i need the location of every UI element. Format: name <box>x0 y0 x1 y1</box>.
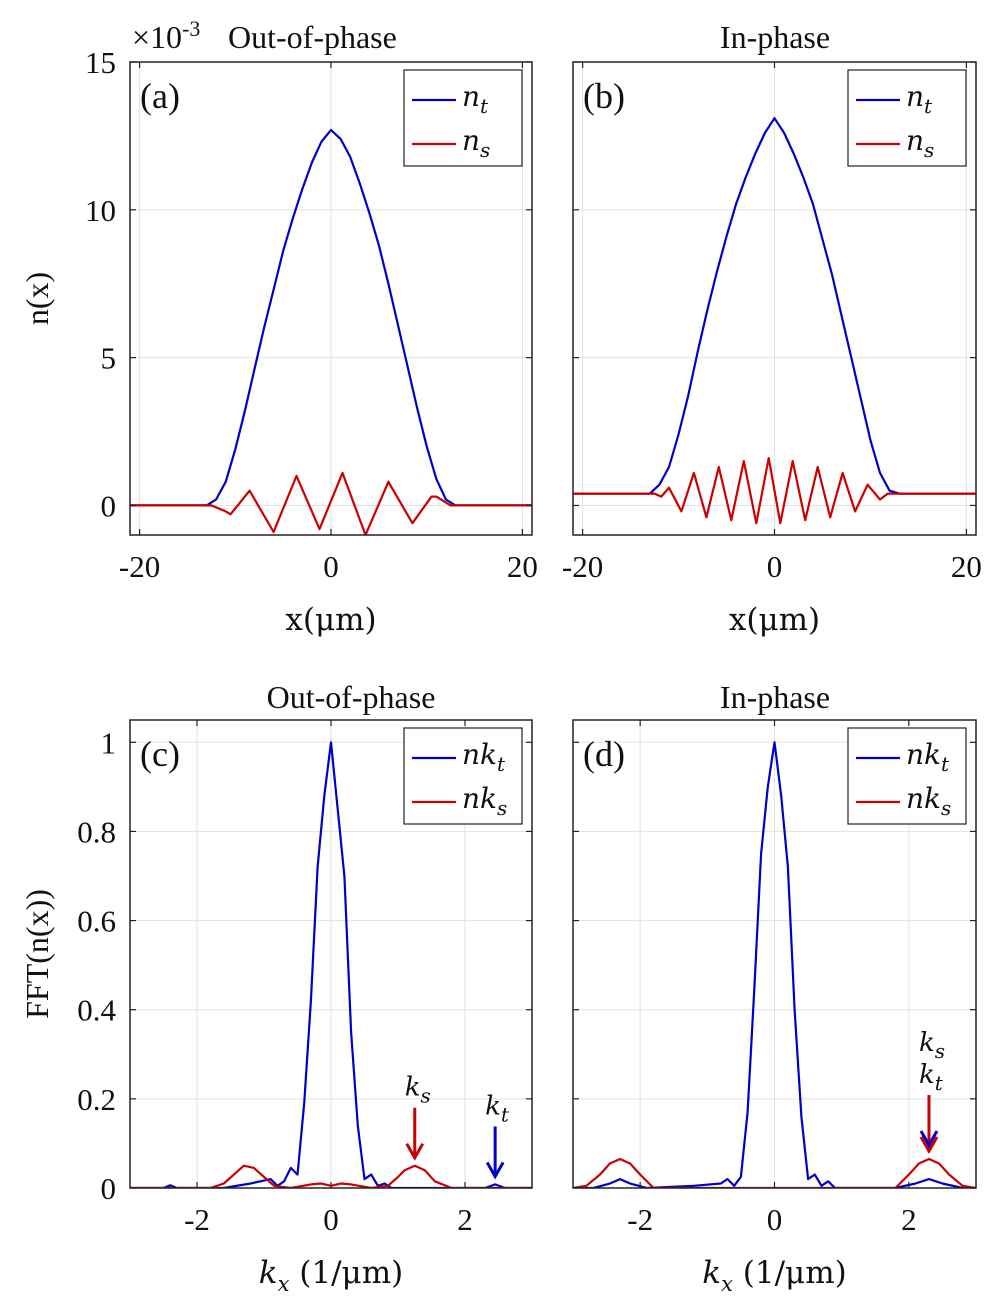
annotation-label-t: kt <box>919 1060 944 1095</box>
x-tick-label: 20 <box>507 549 538 584</box>
x-axis-label: kx (1/μm) <box>702 1255 846 1296</box>
series-line-nk-t <box>130 741 532 1188</box>
y-tick-label: 15 <box>85 45 116 80</box>
legend-label-nk-s: nks <box>906 782 951 820</box>
legend-box <box>847 69 967 167</box>
series-line-n-t <box>130 128 532 507</box>
y-tick-label: 0.2 <box>77 1082 116 1117</box>
annotation-arrowhead-t <box>919 1130 939 1149</box>
legend-label-n-s: ns <box>906 124 934 162</box>
series-line-nk-t <box>573 741 976 1188</box>
panel-label: (c) <box>140 734 180 774</box>
y-axis-label: FFT(n(x)) <box>19 889 55 1019</box>
panel-c: -2 0 2 0 0.2 0.4 0.6 0.8 1 Out-of-phase (c) kx (1/μ… <box>19 679 533 1296</box>
annotation-arrowhead-s <box>919 1136 939 1155</box>
y-tick-label: 10 <box>85 193 116 228</box>
series-line-nk-s <box>573 1157 976 1188</box>
panel-title: Out-of-phase <box>228 19 397 55</box>
annotation-label-t: kt <box>485 1091 510 1126</box>
annotation-arrowhead-t <box>485 1161 505 1180</box>
y-tick-label: 0.4 <box>77 993 116 1028</box>
panel-b: -20 0 20 In-phase (b) x(μm) nt ns <box>562 19 982 638</box>
x-tick-label: -20 <box>562 549 603 584</box>
legend: nt ns <box>403 69 523 167</box>
y-tick-label: 0 <box>101 1171 117 1206</box>
panel-label: (a) <box>140 76 180 116</box>
legend-box <box>403 69 523 167</box>
legend-label-nk-t: nkt <box>906 738 950 776</box>
legend-label-n-t: nt <box>462 80 489 118</box>
panel-label: (b) <box>583 76 625 116</box>
x-tick-label: 0 <box>767 1202 783 1237</box>
x-tick-label: -2 <box>184 1202 210 1237</box>
legend-label-nk-t: nkt <box>462 738 506 776</box>
y-tick-label: 5 <box>101 341 117 376</box>
series-group <box>130 128 532 535</box>
x-tick-label: -20 <box>119 549 160 584</box>
legend: nkt nks <box>403 727 523 825</box>
legend-box <box>847 727 967 825</box>
y-tick-label: 0.8 <box>77 814 116 849</box>
series-group <box>573 117 976 525</box>
series-line-n-s <box>130 471 532 535</box>
legend-label-nk-s: nks <box>462 782 507 820</box>
annotation-label-s: ks <box>919 1028 945 1063</box>
y-tick-label: 0.6 <box>77 904 116 939</box>
x-axis-label: kx (1/μm) <box>259 1255 403 1296</box>
annotation-arrowhead-s <box>405 1142 425 1161</box>
series-group <box>573 741 976 1188</box>
x-tick-label: 0 <box>323 1202 339 1237</box>
legend-box <box>403 727 523 825</box>
y-axis-label: n(x) <box>19 272 55 325</box>
legend: nkt nks <box>847 727 967 825</box>
legend: nt ns <box>847 69 967 167</box>
x-tick-label: 20 <box>951 549 982 584</box>
legend-label-n-s: ns <box>462 124 490 162</box>
legend-label-n-t: nt <box>906 80 933 118</box>
y-tick-label: 1 <box>101 725 117 760</box>
x-tick-label: 0 <box>323 549 339 584</box>
panel-title: In-phase <box>720 679 830 715</box>
y-tick-label: 0 <box>101 488 117 523</box>
panel-label: (d) <box>583 734 625 774</box>
series-line-n-t <box>573 117 976 495</box>
exponent-multiplier: ×10-3 <box>132 16 200 55</box>
x-axis-label: x(μm) <box>285 602 376 638</box>
series-line-n-s <box>573 457 976 525</box>
x-axis-label: x(μm) <box>729 602 820 638</box>
x-tick-label: -2 <box>627 1202 653 1237</box>
x-tick-label: 2 <box>901 1202 917 1237</box>
annotation-label-s: ks <box>405 1073 431 1108</box>
x-tick-label: 2 <box>457 1202 473 1237</box>
panel-title: In-phase <box>720 19 830 55</box>
x-tick-label: 0 <box>767 549 783 584</box>
panel-title: Out-of-phase <box>267 679 436 715</box>
